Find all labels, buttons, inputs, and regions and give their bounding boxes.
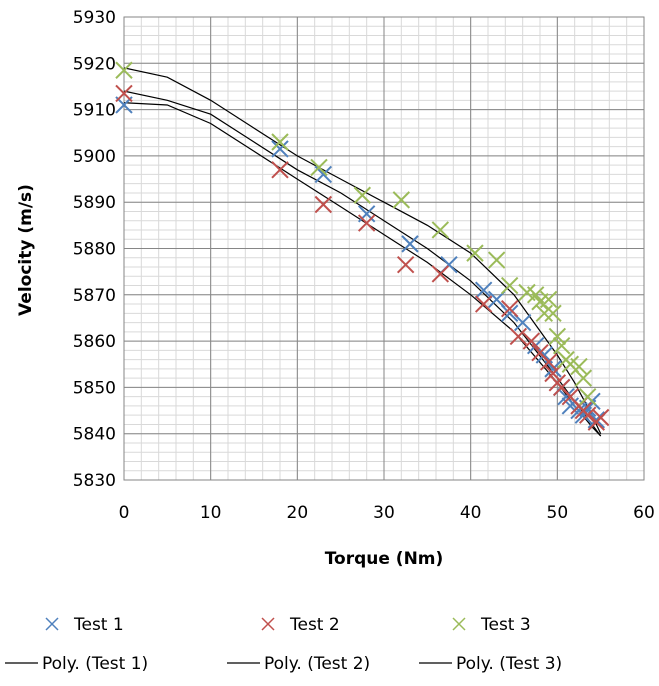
legend-label: Test 3: [480, 615, 531, 635]
y-tick-label: 5860: [73, 332, 116, 352]
x-tick-label: 50: [547, 503, 569, 523]
legend-marker-icon: [45, 617, 59, 631]
legend-label: Poly. (Test 3): [456, 654, 562, 674]
y-tick-label: 5890: [73, 193, 116, 213]
legend-label: Poly. (Test 2): [264, 654, 370, 674]
x-tick-label: 10: [200, 503, 222, 523]
test-2-point: [357, 214, 376, 232]
legend-label: Test 1: [73, 615, 124, 635]
test-2-point: [474, 295, 493, 313]
test-3-point: [115, 61, 133, 79]
test-1-point: [474, 281, 493, 299]
test-2-point: [431, 265, 450, 283]
test-3-point: [544, 304, 562, 323]
x-tick-label: 20: [287, 503, 309, 523]
test-1-point: [587, 411, 606, 429]
test-3-point: [539, 290, 558, 309]
legend-item-poly-2: Poly. (Test 2): [227, 654, 370, 674]
test-1-point: [487, 290, 506, 309]
trendline-3: [123, 67, 602, 434]
x-tick-label: 60: [633, 503, 655, 523]
test-3-point: [548, 327, 567, 346]
y-tick-label: 5910: [73, 101, 116, 121]
trendline-1: [123, 90, 602, 437]
y-tick-label: 5870: [73, 286, 116, 306]
x-tick-label: 0: [119, 503, 130, 523]
test-3-point: [431, 221, 450, 239]
test-3-point: [353, 186, 372, 204]
test-3-point: [574, 369, 593, 387]
test-3-point: [310, 158, 328, 177]
legend-item-test-1: Test 1: [45, 615, 124, 635]
test-3-point: [392, 191, 411, 209]
legend-label: Test 2: [289, 615, 340, 635]
x-tick-label: 30: [373, 503, 395, 523]
legend-marker-icon: [261, 617, 275, 631]
legend-item-poly-1: Poly. (Test 1): [5, 654, 148, 674]
y-tick-label: 5930: [73, 8, 116, 28]
legend-item-test-2: Test 2: [261, 615, 340, 635]
test-3-point: [500, 276, 519, 295]
test-2-point: [271, 161, 289, 179]
y-tick-label: 5830: [73, 471, 116, 491]
legend-item-poly-3: Poly. (Test 3): [419, 654, 562, 674]
test-2-point: [544, 364, 562, 383]
y-tick-label: 5900: [73, 147, 116, 167]
test-2-point: [396, 255, 415, 274]
x-axis-title: Torque (Nm): [325, 549, 444, 569]
trendline-2: [123, 102, 602, 437]
y-tick-label: 5850: [73, 378, 116, 398]
y-tick-label: 5840: [73, 425, 116, 445]
test-1-point: [513, 313, 532, 332]
x-axis-ticks: 0 10 20 30 40 50 60: [119, 503, 655, 523]
test-1-point: [557, 387, 575, 406]
test-1-point: [500, 304, 519, 323]
test-3-point: [466, 244, 484, 262]
test-2-point: [115, 84, 133, 103]
legend-label: Poly. (Test 1): [42, 654, 148, 674]
test-3-point: [578, 387, 597, 406]
test-2-point: [500, 299, 519, 318]
legend-marker-icon: [452, 617, 466, 631]
plot-area-border: [123, 16, 645, 481]
y-tick-label: 5880: [73, 240, 116, 260]
test-3-point: [487, 251, 506, 269]
test-2-point: [539, 353, 558, 371]
y-axis-title: Velocity (m/s): [16, 184, 36, 316]
test-3-point: [570, 357, 588, 376]
test-2-point: [591, 408, 610, 427]
legend-item-test-3: Test 3: [452, 615, 531, 635]
legend: Test 1 Test 2 Test 3 Poly. (Test 1) Poly. (T…: [5, 615, 562, 674]
trendlines: [123, 67, 602, 437]
data-markers: [115, 61, 610, 431]
test-2-point: [522, 332, 541, 350]
y-axis-ticks: 5830 5840 5850 5860 5870 5880 5890 5900 5910 5920…: [73, 8, 116, 491]
test-3-point: [271, 133, 289, 151]
x-tick-label: 40: [460, 503, 482, 523]
test-3-point: [552, 337, 571, 355]
test-1-point: [401, 235, 419, 253]
y-tick-label: 5920: [73, 54, 116, 74]
test-3-point: [535, 304, 554, 323]
test-2-point: [509, 327, 528, 346]
test-1-point: [271, 140, 289, 158]
test-2-point: [314, 195, 333, 214]
